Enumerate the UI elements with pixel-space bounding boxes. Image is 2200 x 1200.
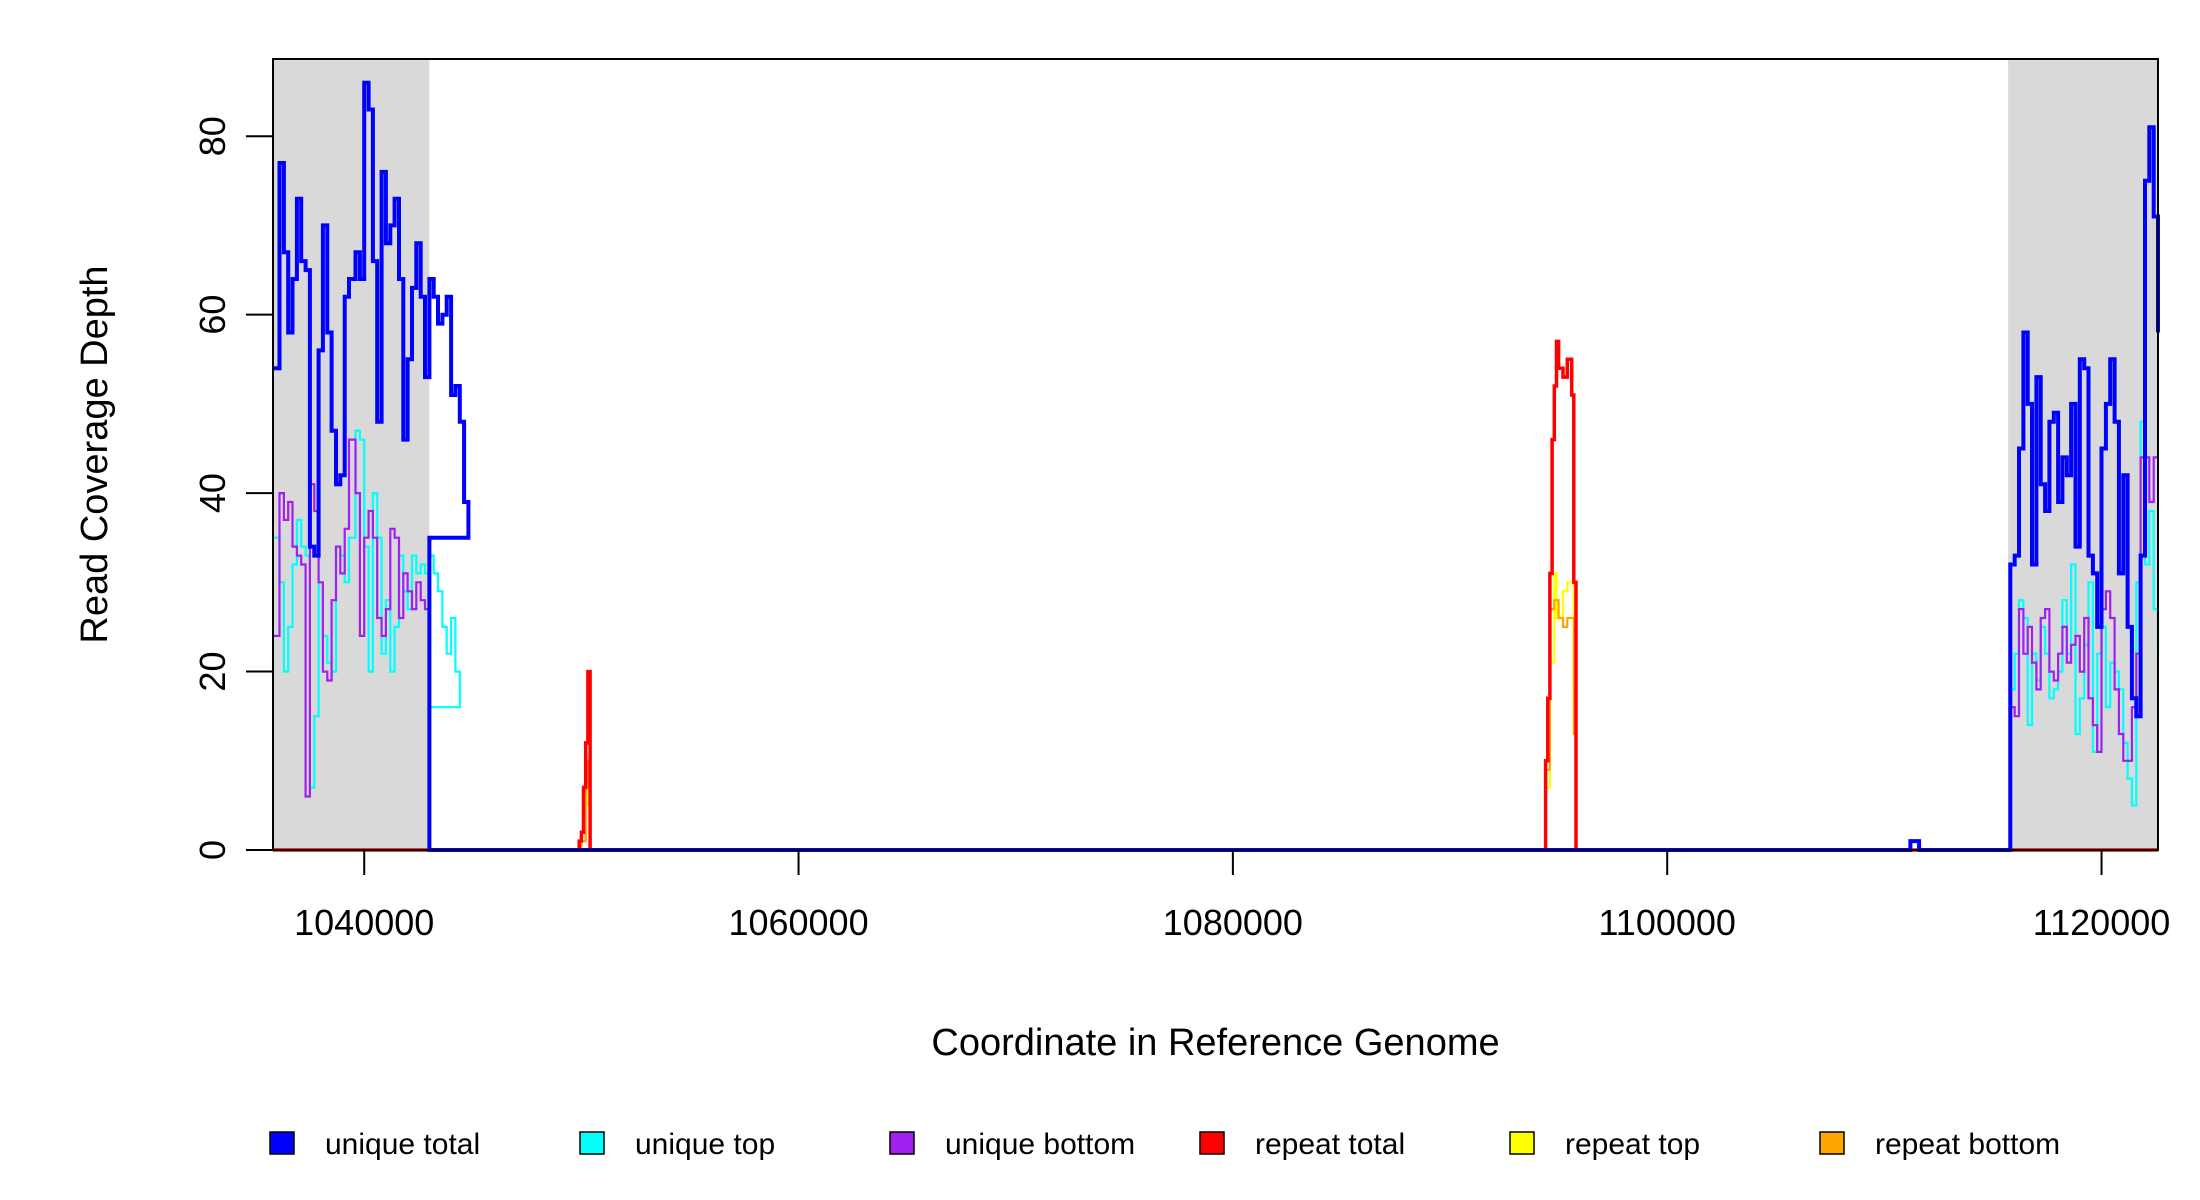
y-tick-label: 0 bbox=[192, 840, 233, 860]
legend-label: repeat total bbox=[1255, 1128, 1405, 1161]
x-tick-label: 1100000 bbox=[1598, 902, 1735, 943]
legend-swatch bbox=[889, 1131, 915, 1155]
legend: unique total unique top unique bottom repea… bbox=[269, 1128, 2060, 1161]
legend-label: unique top bbox=[635, 1128, 775, 1161]
legend-label: unique bottom bbox=[945, 1128, 1135, 1161]
legend-swatch bbox=[1509, 1131, 1535, 1155]
legend-label: repeat top bbox=[1565, 1128, 1700, 1161]
x-tick-label: 1080000 bbox=[1163, 902, 1303, 943]
plot-frame bbox=[272, 58, 2159, 851]
shaded-region-1 bbox=[273, 59, 430, 850]
series-line-repeat-bottom bbox=[273, 599, 2158, 852]
legend-label: repeat bottom bbox=[1875, 1128, 2060, 1161]
legend-swatch bbox=[269, 1131, 295, 1155]
shaded-regions bbox=[273, 59, 2158, 850]
series-layer bbox=[273, 80, 2160, 852]
legend-label: unique total bbox=[325, 1128, 480, 1161]
series-line-unique-top bbox=[273, 420, 2160, 852]
x-tick-label: 1060000 bbox=[728, 902, 868, 943]
series-line-unique-bottom bbox=[273, 438, 2158, 852]
x-tick-label: 1040000 bbox=[294, 902, 434, 943]
y-axis-title: Read Coverage Depth bbox=[74, 265, 116, 643]
series-line-repeat-total bbox=[273, 339, 2158, 852]
y-tick-label: 80 bbox=[192, 116, 233, 156]
y-tick-label: 20 bbox=[192, 652, 233, 692]
legend-swatch bbox=[579, 1131, 605, 1155]
legend-swatch bbox=[1819, 1131, 1845, 1155]
y-tick-label: 60 bbox=[192, 295, 233, 335]
x-axis-title: Coordinate in Reference Genome bbox=[931, 1022, 1499, 1064]
series-line-repeat-top bbox=[273, 572, 2158, 852]
y-tick-label: 40 bbox=[192, 473, 233, 513]
legend-swatch bbox=[1199, 1131, 1225, 1155]
series-line-unique-total bbox=[273, 80, 2160, 852]
x-axis: 1040000 1060000 1080000 1100000 1120000 bbox=[294, 849, 2170, 943]
x-tick-label: 1120000 bbox=[2033, 902, 2170, 943]
y-axis: 0 20 40 60 80 bbox=[192, 116, 274, 860]
